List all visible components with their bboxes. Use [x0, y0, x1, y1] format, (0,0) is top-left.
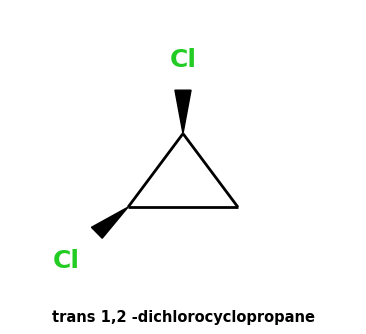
Text: trans 1,2 -dichlorocyclopropane: trans 1,2 -dichlorocyclopropane	[52, 310, 314, 325]
Polygon shape	[175, 90, 191, 134]
Polygon shape	[92, 207, 128, 238]
Text: Cl: Cl	[52, 248, 79, 273]
Text: Cl: Cl	[169, 48, 197, 72]
